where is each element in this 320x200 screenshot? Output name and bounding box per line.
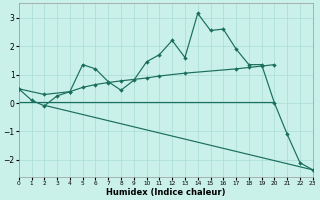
X-axis label: Humidex (Indice chaleur): Humidex (Indice chaleur)	[106, 188, 226, 197]
